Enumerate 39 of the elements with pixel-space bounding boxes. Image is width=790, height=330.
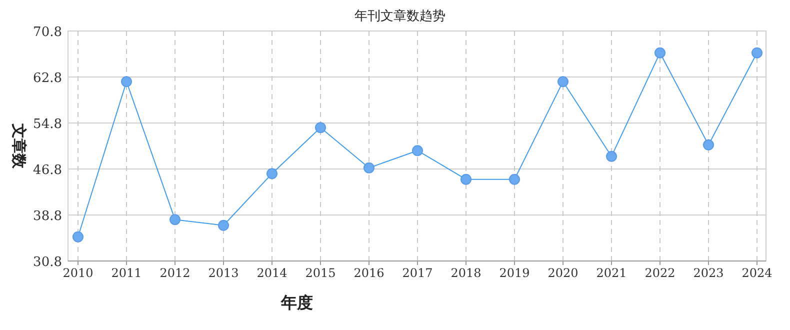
point (266, 168, 278, 180)
point (72, 231, 84, 242)
y-tick-label: 62.8 (33, 71, 62, 86)
x-tick-label: 2023 (693, 266, 724, 280)
x-axis-title: 年度 (280, 293, 313, 312)
x-tick-label: 2015 (305, 266, 336, 280)
x-tick-label: 2022 (644, 266, 676, 280)
x-tick-label: 2018 (450, 266, 482, 280)
point (558, 76, 568, 88)
point (654, 47, 666, 58)
y-tick-label: 46.8 (33, 163, 62, 178)
x-tick-label: 2010 (62, 266, 94, 280)
x-tick-label: 2017 (402, 266, 433, 280)
x-tick-label: 2016 (354, 266, 384, 280)
point (606, 150, 617, 162)
point (315, 122, 326, 134)
point (412, 145, 423, 156)
x-tick-label: 2020 (548, 266, 578, 280)
y-tick-label: 38.8 (33, 209, 62, 224)
point (703, 139, 714, 150)
point (460, 174, 472, 185)
point (121, 76, 132, 88)
x-tick-label: 2021 (596, 266, 627, 280)
x-tick-label: 2012 (160, 266, 190, 280)
x-tick-label: 2014 (256, 266, 288, 280)
x-tick-label: 2013 (208, 266, 239, 280)
point (509, 174, 520, 185)
point (218, 220, 229, 231)
y-axis-title: 文章数 (10, 122, 28, 170)
x-tick-label: 2024 (742, 266, 773, 280)
x-tick-label: 2019 (499, 266, 530, 280)
point (364, 162, 374, 174)
y-tick-label: 70.8 (33, 25, 62, 40)
y-tick-label: 30.8 (33, 255, 62, 270)
chart-title: 年刊文章数趋势 (354, 9, 446, 24)
x-tick-label: 2011 (111, 266, 142, 280)
point (752, 47, 762, 58)
point (170, 214, 180, 226)
y-tick-label: 54.8 (33, 117, 62, 132)
